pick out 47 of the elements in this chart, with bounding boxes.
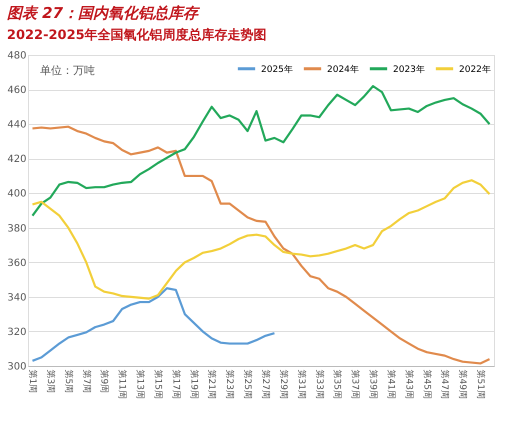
y-tick-label: 380 bbox=[7, 223, 26, 234]
x-tick-label: 第23周 bbox=[224, 370, 236, 399]
chart-subtitle: 2022-2025年全国氧化铝周度总库存走势图 bbox=[6, 27, 267, 43]
x-tick-label: 第33周 bbox=[314, 370, 325, 399]
y-tick-label: 480 bbox=[7, 50, 26, 62]
legend-label: 2022年 bbox=[459, 64, 491, 75]
x-tick-label: 第47周 bbox=[439, 370, 450, 399]
x-tick-label: 第5周 bbox=[62, 370, 74, 394]
x-tick-label: 第29周 bbox=[278, 370, 289, 399]
y-tick-label: 360 bbox=[7, 258, 26, 269]
y-tick-label: 320 bbox=[7, 326, 26, 338]
line-series bbox=[31, 85, 491, 217]
x-tick-label: 第41周 bbox=[385, 370, 396, 399]
x-tick-label: 第45周 bbox=[421, 370, 432, 399]
x-tick-label: 第25周 bbox=[242, 370, 254, 399]
x-tick-label: 第3周 bbox=[44, 370, 56, 394]
legend-label: 2025年 bbox=[261, 64, 293, 75]
y-tick-label: 420 bbox=[7, 154, 26, 166]
x-tick-label: 第35周 bbox=[332, 370, 343, 399]
x-tick-label: 第39周 bbox=[368, 370, 379, 399]
x-tick-label: 第17周 bbox=[170, 370, 182, 399]
line-series bbox=[31, 126, 491, 365]
x-tick-label: 第11周 bbox=[116, 370, 128, 399]
x-tick-label: 第49周 bbox=[457, 370, 468, 399]
x-tick-label: 第19周 bbox=[188, 370, 200, 399]
line-series bbox=[31, 179, 491, 300]
x-tick-label: 第51周 bbox=[475, 370, 486, 399]
x-tick-label: 第15周 bbox=[152, 370, 164, 399]
x-tick-label: 第9周 bbox=[98, 370, 110, 394]
x-tick-label: 第43周 bbox=[403, 370, 414, 399]
line-series bbox=[31, 287, 276, 362]
annotation: 单位：万吨 bbox=[40, 64, 95, 77]
x-tick-label: 第37周 bbox=[350, 370, 361, 399]
x-tick-label: 第1周 bbox=[26, 370, 38, 394]
x-tick-label: 第27周 bbox=[260, 370, 271, 399]
y-tick-label: 300 bbox=[7, 362, 26, 372]
y-tick-label: 400 bbox=[7, 188, 26, 200]
y-tick-label: 460 bbox=[7, 85, 26, 96]
y-tick-label: 340 bbox=[7, 292, 26, 304]
x-tick-label: 第13周 bbox=[134, 370, 146, 399]
y-tick-label: 440 bbox=[7, 120, 26, 131]
legend-label: 2023年 bbox=[393, 64, 425, 75]
x-tick-label: 第7周 bbox=[80, 370, 92, 394]
x-tick-label: 第21周 bbox=[206, 370, 218, 399]
chart-title: 图表 27：国内氧化铝总库存 bbox=[6, 4, 202, 22]
x-tick-label: 第31周 bbox=[296, 370, 307, 399]
legend-label: 2024年 bbox=[327, 64, 359, 75]
